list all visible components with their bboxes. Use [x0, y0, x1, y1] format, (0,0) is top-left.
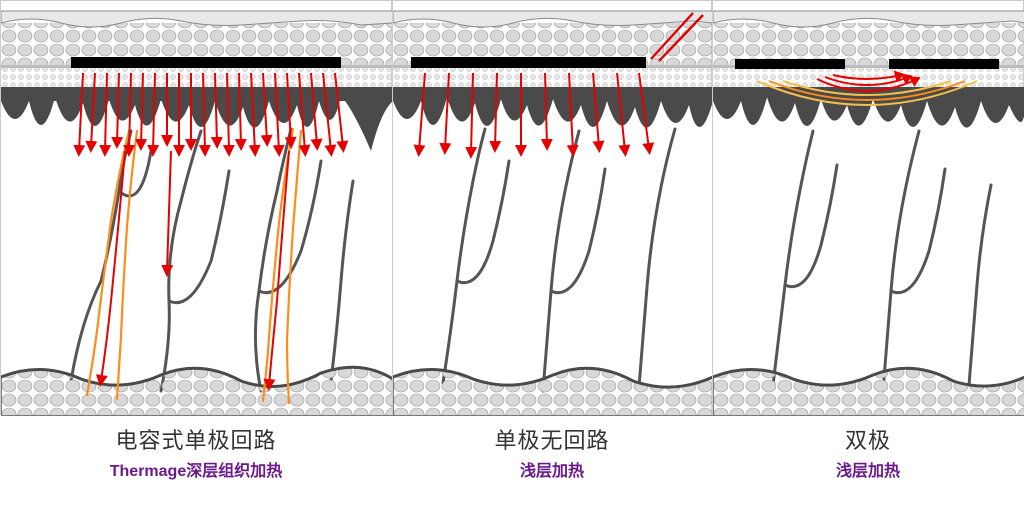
label-sub-1: Thermage深层组织加热: [110, 457, 282, 481]
diagram-row: [0, 0, 1024, 415]
label-block-1: 电容式单极回路 Thermage深层组织加热: [0, 423, 392, 481]
label-sub-2: 浅层加热: [520, 457, 584, 481]
panel2-svg: [393, 1, 713, 416]
panel-monopolar-capacitive: [0, 0, 392, 415]
panel-bipolar: [712, 0, 1024, 415]
label-block-2: 单极无回路 浅层加热: [392, 423, 712, 481]
labels-row: 电容式单极回路 Thermage深层组织加热 单极无回路 浅层加热 双极 浅层加…: [0, 423, 1024, 481]
label-title-1: 电容式单极回路: [115, 423, 276, 455]
panel3-svg: [713, 1, 1024, 416]
label-sub-3: 浅层加热: [836, 457, 900, 481]
panel1-svg: [1, 1, 393, 416]
label-block-3: 双极 浅层加热: [712, 423, 1024, 481]
label-title-2: 单极无回路: [494, 423, 609, 455]
label-title-3: 双极: [845, 423, 891, 455]
panel-monopolar-no-return: [392, 0, 712, 415]
